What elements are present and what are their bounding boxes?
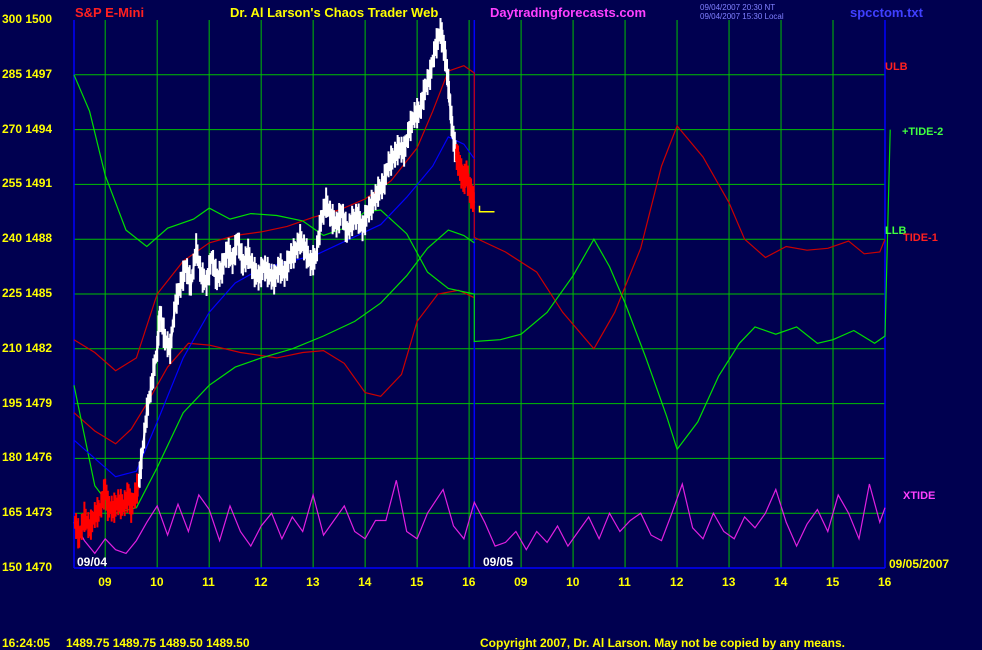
label-tide-1: TIDE-1 — [903, 232, 938, 244]
y-tick-label: 300 1500 — [2, 12, 53, 26]
x-tick-label: 13 — [306, 575, 320, 589]
x-tick-label: 16 — [462, 575, 476, 589]
tide-2-line — [73, 74, 891, 451]
date-label-right: 09/05/2007 — [889, 557, 950, 571]
xtide-line — [73, 480, 886, 555]
y-tick-label: 270 1494 — [2, 121, 53, 136]
y-tick-label: 210 1482 — [2, 340, 53, 355]
y-tick-label: 255 1491 — [2, 176, 53, 191]
copyright: Copyright 2007, Dr. Al Larson. May not b… — [480, 636, 845, 650]
price-line — [74, 480, 140, 541]
x-tick-label: 12 — [254, 575, 268, 589]
timestamp-line1: 09/04/2007 20:30 NT — [700, 3, 776, 12]
symbol-label: S&P E-Mini — [75, 5, 145, 20]
timestamp-line2: 09/04/2007 15:30 Local — [700, 12, 784, 21]
average-line — [73, 136, 475, 478]
x-tick-label: 10 — [566, 575, 580, 589]
x-tick-label: 12 — [670, 575, 684, 589]
x-tick-label: 11 — [202, 575, 215, 589]
x-tick-label: 14 — [774, 575, 788, 589]
chart-title: Dr. Al Larson's Chaos Trader Web — [230, 5, 439, 20]
y-tick-label: 180 1476 — [2, 450, 53, 465]
label-llb: LLB — [885, 225, 907, 237]
x-tick-label: 09 — [98, 575, 112, 589]
x-tick-label: 16 — [878, 575, 892, 589]
x-tick-label: 10 — [150, 575, 164, 589]
y-tick-label: 165 1473 — [2, 505, 53, 520]
y-tick-label: 240 1488 — [2, 231, 53, 246]
y-tick-label: 225 1485 — [2, 286, 53, 300]
y-tick-label: 195 1479 — [2, 395, 53, 410]
date-label-day2: 09/05 — [483, 555, 514, 569]
x-tick-label: 14 — [358, 575, 372, 589]
x-tick-label: 09 — [514, 575, 528, 589]
site-link[interactable]: Daytradingforecasts.com — [490, 5, 647, 20]
date-label-day1: 09/04 — [77, 555, 108, 569]
quote-time: 16:24:05 — [2, 636, 51, 650]
x-tick-label: 11 — [618, 575, 631, 589]
x-tick-label: 13 — [722, 575, 736, 589]
last-price-marker — [478, 205, 495, 213]
x-tick-label: 15 — [826, 575, 840, 589]
label-tide-2: +TIDE-2 — [902, 126, 944, 138]
price-line — [138, 27, 458, 481]
label-ulb: ULB — [885, 61, 908, 73]
y-tick-label: 150 1470 — [2, 560, 53, 574]
llb-line — [73, 289, 475, 445]
ulb-line — [73, 65, 886, 372]
label-xtide: XTIDE — [903, 490, 936, 502]
price-line — [455, 154, 476, 204]
data-file-name: spcctom.txt — [850, 5, 923, 20]
x-tick-label: 15 — [410, 575, 424, 589]
quote-values: 1489.75 1489.75 1489.50 1489.50 — [66, 636, 250, 650]
y-tick-label: 285 1497 — [2, 66, 53, 81]
